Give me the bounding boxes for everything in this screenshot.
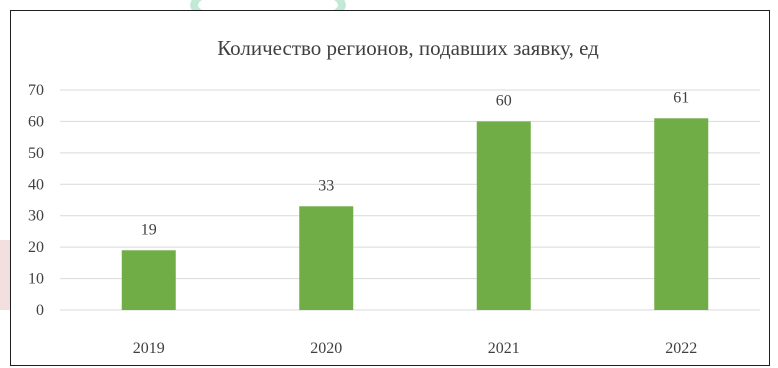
bar-2022 bbox=[654, 118, 709, 311]
chart-title: Количество регионов, подавших заявку, ед bbox=[217, 36, 599, 60]
data-label: 19 bbox=[141, 221, 157, 238]
y-tick-label: 30 bbox=[28, 208, 44, 225]
data-label: 60 bbox=[496, 92, 512, 109]
data-label: 61 bbox=[673, 89, 689, 106]
y-tick-label: 40 bbox=[28, 176, 44, 193]
y-tick-label: 60 bbox=[28, 113, 44, 130]
bar-2020 bbox=[299, 206, 354, 310]
y-tick-label: 70 bbox=[28, 82, 44, 99]
bar-2021 bbox=[476, 121, 531, 310]
x-tick-label: 2019 bbox=[133, 340, 165, 357]
y-tick-label: 10 bbox=[28, 271, 44, 288]
y-axis-ticks: 0 10 20 30 40 50 60 70 bbox=[28, 82, 44, 319]
x-axis-ticks: 2019 2020 2021 2022 bbox=[133, 340, 698, 357]
bars bbox=[121, 118, 709, 311]
x-tick-label: 2022 bbox=[665, 340, 697, 357]
x-tick-label: 2021 bbox=[488, 340, 520, 357]
y-tick-label: 50 bbox=[28, 145, 44, 162]
y-tick-label: 20 bbox=[28, 239, 44, 256]
watermark-shape bbox=[0, 240, 12, 310]
bar-2019 bbox=[121, 250, 176, 310]
data-labels: 19 33 60 61 bbox=[141, 89, 690, 238]
gridlines bbox=[60, 89, 760, 311]
x-tick-label: 2020 bbox=[310, 340, 342, 357]
y-tick-label: 0 bbox=[36, 302, 44, 319]
data-label: 33 bbox=[318, 177, 334, 194]
